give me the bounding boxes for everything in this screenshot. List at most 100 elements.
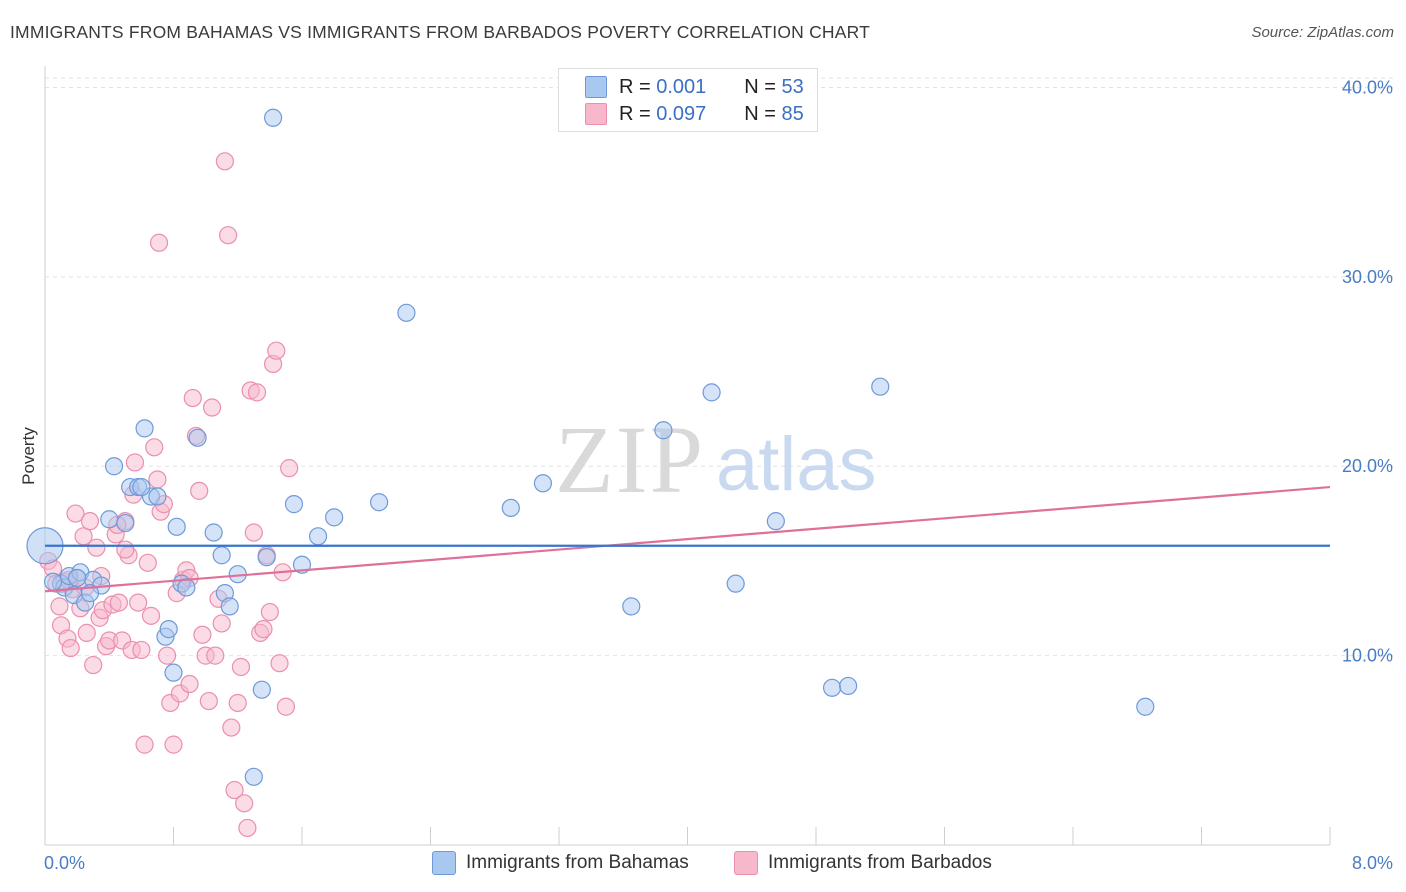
source-label: Source: ZipAtlas.com: [1251, 24, 1394, 41]
bahamas-point: [68, 568, 87, 588]
legend-row-barbados: R = 0.097 N = 85: [585, 101, 804, 127]
barbados-point: [87, 538, 106, 557]
barbados-point: [222, 718, 241, 737]
bottom-legend-swatch-bahamas: [432, 851, 456, 875]
barbados-point: [215, 152, 234, 171]
legend-n-label: N =: [744, 75, 782, 98]
barbados-point: [138, 553, 157, 572]
bahamas-point: [204, 523, 223, 542]
barbados-point: [125, 453, 145, 472]
trend-lines: [44, 485, 1331, 593]
barbados-point: [145, 438, 164, 457]
bahamas-point: [43, 572, 63, 591]
barbados-point: [116, 540, 135, 559]
barbados-point: [212, 614, 231, 633]
barbados-point: [280, 459, 299, 478]
bottom-legend-bahamas: Immigrants from Bahamas: [432, 851, 689, 875]
bahamas-point: [177, 578, 196, 597]
barbados-point: [260, 602, 279, 622]
legend-r-value: 0.097: [656, 102, 707, 125]
watermark-zip: ZIP: [555, 406, 705, 513]
bahamas-point: [726, 574, 745, 593]
y-axis-label: Poverty: [19, 427, 38, 485]
y-tick-label: 30.0%: [1342, 267, 1393, 287]
bahamas-point: [501, 498, 520, 517]
barbados-point: [238, 818, 257, 838]
barbados-point: [231, 657, 251, 677]
barbados-point: [219, 226, 238, 245]
bahamas-point: [325, 508, 344, 527]
barbados-point: [254, 620, 273, 639]
barbados-point: [66, 504, 85, 523]
barbados-point: [235, 794, 254, 813]
bahamas-point: [766, 512, 785, 531]
grid-lines: [45, 77, 1395, 657]
legend-n-value: 53: [781, 75, 804, 98]
bahamas-point: [100, 510, 119, 529]
bahamas-point: [212, 546, 231, 565]
bahamas-point: [822, 678, 842, 697]
barbados-point: [247, 383, 267, 402]
bottom-legend-label-bahamas: Immigrants from Bahamas: [466, 852, 689, 873]
bahamas-point: [220, 597, 239, 616]
barbados-point: [109, 593, 128, 612]
bahamas-point: [132, 477, 151, 497]
barbados-point: [149, 233, 169, 252]
bahamas-point: [622, 597, 641, 616]
barbados-point: [80, 512, 100, 531]
x-tick-label: 8.0%: [1352, 853, 1393, 873]
barbados-point: [132, 640, 151, 660]
legend-n-label: N =: [744, 102, 782, 125]
legend-r-value: 0.001: [656, 75, 707, 98]
legend-n-value: 85: [781, 102, 804, 125]
bottom-legend-barbados: Immigrants from Barbados: [734, 851, 992, 875]
watermark: ZIP atlas: [555, 406, 877, 513]
bahamas-point: [370, 493, 389, 512]
y-tick-label: 10.0%: [1342, 646, 1393, 666]
barbados-point: [225, 780, 244, 800]
bahamas-point: [284, 495, 304, 514]
bahamas-point: [871, 377, 890, 396]
bahamas-point: [244, 767, 263, 786]
bahamas-point: [263, 108, 283, 127]
watermark-atlas: atlas: [716, 422, 877, 507]
series-barbados-points: [39, 152, 299, 838]
x-tick-label: 0.0%: [44, 853, 85, 873]
legend-row-bahamas: R = 0.001 N = 53: [585, 74, 804, 100]
barbados-point: [190, 481, 209, 500]
barbados-point: [50, 597, 69, 616]
legend: R = 0.001 N = 53 R = 0.097 N = 85: [558, 68, 818, 132]
barbados-point: [228, 693, 247, 713]
bahamas-point: [654, 421, 673, 440]
barbados-point: [129, 593, 148, 612]
bottom-legend-swatch-barbados: [734, 851, 758, 875]
barbados-point: [267, 341, 286, 360]
legend-swatch-bahamas: [585, 76, 607, 98]
bahamas-point: [252, 680, 271, 699]
barbados-point: [193, 625, 212, 644]
barbados-point: [183, 388, 202, 408]
bahamas-point: [135, 419, 154, 438]
barbados-point: [164, 735, 183, 754]
barbados-point: [148, 470, 167, 489]
legend-r-label: R =: [619, 75, 657, 98]
chart-title: IMMIGRANTS FROM BAHAMAS VS IMMIGRANTS FR…: [10, 22, 871, 42]
barbados-point: [135, 735, 154, 754]
barbados-point: [141, 606, 161, 625]
barbados-point: [199, 691, 218, 711]
legend-swatch-barbados: [585, 103, 607, 125]
x-tick-labels: 0.0% 8.0%: [44, 853, 1393, 873]
barbados-point: [202, 398, 222, 417]
bahamas-point: [308, 527, 328, 546]
barbados-point: [244, 523, 263, 542]
trend-line-barbados: [44, 485, 1331, 593]
barbados-point: [157, 646, 177, 665]
bahamas-point: [167, 517, 186, 536]
legend-r-label: R =: [619, 102, 657, 125]
bahamas-point: [188, 428, 207, 447]
barbados-point: [61, 638, 80, 658]
y-tick-label: 40.0%: [1342, 77, 1393, 97]
bahamas-point: [1136, 697, 1155, 716]
bahamas-point: [104, 457, 124, 476]
